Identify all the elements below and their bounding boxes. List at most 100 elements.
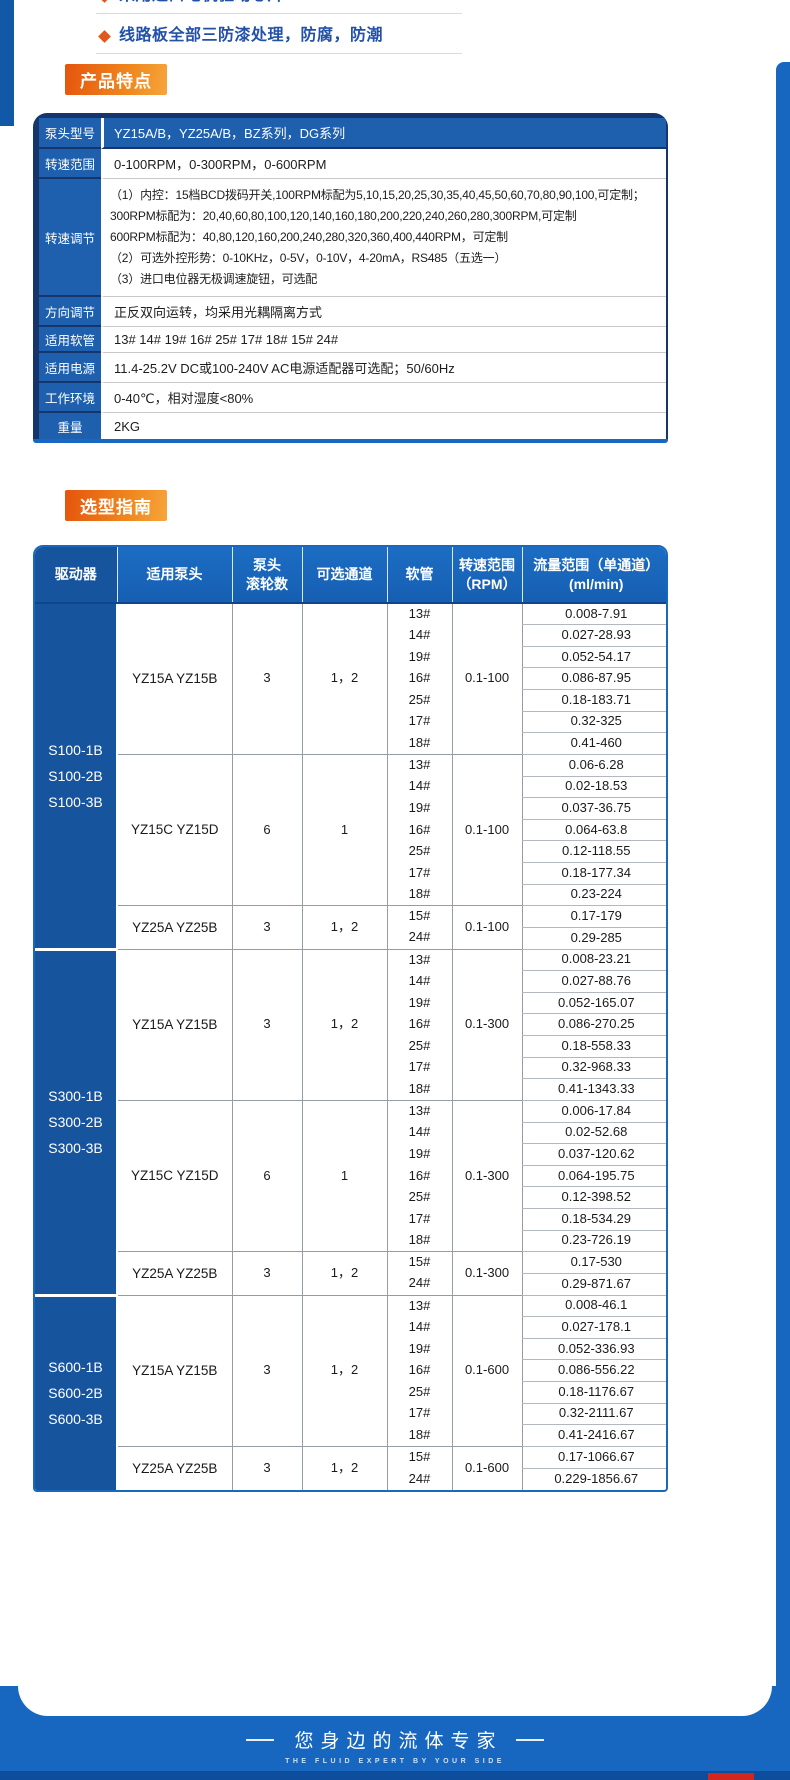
table-row: YZ15C YZ15D 6 1 13# 0.1-100 0.06-6.28 (35, 753, 666, 906)
speed-cell: 0.1-100 (451, 905, 522, 949)
flow-cell: 0.229-1856.67 (521, 1468, 666, 1490)
spec-row-label: 方向调节 (39, 297, 101, 327)
speed-cell: 0.1-300 (451, 1251, 522, 1295)
tube-cell: 19# (386, 797, 452, 820)
rollers-cell: 3 (231, 1251, 302, 1295)
selection-table-grid: 驱动器 适用泵头 泵头 滚轮数 可选通道 软管 转速范围 （RPM） 流量范围（单通道） (ml/… (35, 547, 666, 1490)
rollers-cell: 3 (231, 1445, 302, 1490)
spec-line: （3）进口电位器无极调速旋钮，可选配 (110, 272, 318, 286)
tube-cell: 16# (386, 667, 452, 690)
spec-row-value: 13# 14# 19# 16# 25# 17# 18# 15# 24# (101, 327, 666, 353)
channels-cell: 1，2 (301, 1251, 387, 1295)
channels-cell: 1，2 (301, 602, 387, 755)
spec-row-label: 适用电源 (39, 353, 101, 383)
slogan-dash-right (515, 1738, 544, 1741)
tube-cell: 18# (386, 1230, 452, 1252)
tube-cell: 13# (386, 1099, 452, 1122)
driver-cell: S100-1B S100-2B S100-3B (35, 603, 118, 949)
tube-cell: 18# (386, 732, 452, 755)
spec-line: 300RPM标配为：20,40,60,80,100,120,140,160,18… (110, 209, 577, 223)
tube-cell: 19# (386, 646, 452, 668)
table-row: 25# 0.18-183.71 (35, 689, 666, 712)
table-row: 17# 0.32-2111.67 (35, 1403, 666, 1426)
channels-cell: 1 (301, 753, 387, 906)
table-row: S300-1B S300-2B S300-3B YZ15A YZ15B 3 1，2 13# 0… (35, 947, 666, 1295)
driver-line: S600-3B (48, 1411, 103, 1428)
flow-cell: 0.06-6.28 (521, 753, 666, 777)
tube-cell: 13# (386, 1294, 452, 1317)
bullet-item: 采用进口电机驱动芯片 (96, 0, 462, 14)
channels-cell: 1，2 (301, 1294, 387, 1447)
spec-row: 转速范围 0-100RPM，0-300RPM，0-600RPM (39, 149, 666, 179)
driver-line: S100-2B (48, 767, 103, 784)
flow-cell: 0.052-54.17 (521, 646, 666, 669)
spec-row-label: 转速调节 (39, 179, 101, 297)
tube-cell: 16# (386, 1013, 452, 1036)
table-row: 25# 0.18-558.33 (35, 1035, 666, 1058)
channels-cell: 1 (301, 1099, 387, 1252)
speed-cell: 0.1-300 (451, 948, 522, 1101)
flow-cell: 0.18-1176.67 (521, 1381, 666, 1404)
section-badge-selection: 选型指南 (65, 490, 167, 521)
flow-cell: 0.12-118.55 (521, 840, 666, 863)
tube-cell: 17# (386, 1208, 452, 1231)
flow-cell: 0.064-195.75 (521, 1165, 666, 1188)
driver-line: S300-2B (48, 1114, 103, 1130)
flow-cell: 0.41-1343.33 (521, 1078, 666, 1101)
card-bottom-rounded (18, 1686, 772, 1716)
header-cell: 驱动器 (35, 547, 117, 604)
flow-cell: 0.32-968.33 (521, 1057, 666, 1080)
pump-cell: YZ25A YZ25B (116, 905, 232, 949)
driver-line: S300-3B (48, 1140, 103, 1156)
tube-cell: 16# (386, 1165, 452, 1187)
flow-cell: 0.17-1066.67 (521, 1445, 666, 1469)
table-row: 17# 0.32-325 (35, 711, 666, 734)
flow-cell: 0.18-183.71 (521, 689, 666, 712)
table-row: 19# 0.037-36.75 (35, 797, 666, 820)
tube-cell: 17# (386, 1403, 452, 1425)
tube-cell: 13# (386, 753, 452, 776)
driver-line: S600-2B (48, 1385, 103, 1402)
table-row: 16# 0.086-270.25 (35, 1013, 666, 1036)
tube-cell: 18# (386, 884, 452, 906)
selection-header-row: 驱动器 适用泵头 泵头 滚轮数 可选通道 软管 转速范围 （RPM） 流量范围（单通道） (ml/… (35, 547, 666, 604)
table-row: 16# 0.086-87.95 (35, 667, 666, 690)
flow-cell: 0.18-558.33 (521, 1035, 666, 1058)
tube-cell: 25# (386, 1186, 452, 1209)
table-row: 14# 0.02-18.53 (35, 776, 666, 799)
spec-line: 600RPM标配为：40,80,120,160,200,240,280,320,… (110, 230, 508, 244)
spec-row-value: 正反双向运转，均采用光耦隔离方式 (101, 297, 666, 327)
tube-cell: 25# (386, 840, 452, 863)
flow-cell: 0.18-177.34 (521, 862, 666, 885)
tube-cell: 13# (386, 602, 452, 625)
table-row: 17# 0.18-534.29 (35, 1208, 666, 1231)
spec-row: 转速调节 （1）内控：15档BCD拨码开关,100RPM标配为5,10,15,20… (39, 179, 666, 297)
spec-row: 适用软管 13# 14# 19# 16# 25# 17# 18# 15# 24# (39, 327, 666, 353)
table-row: 16# 0.086-556.22 (35, 1359, 666, 1382)
spec-row-label: 工作环境 (39, 383, 101, 413)
speed-cell: 0.1-300 (451, 1099, 522, 1252)
slogan-dash-left (246, 1738, 275, 1741)
flow-cell: 0.006-17.84 (521, 1099, 666, 1123)
flow-cell: 0.32-2111.67 (521, 1403, 666, 1426)
flow-cell: 0.02-52.68 (521, 1122, 666, 1145)
rollers-cell: 6 (231, 753, 302, 906)
tube-cell: 15# (386, 1445, 452, 1468)
spec-table-body: 泵头型号 YZ15A/B，YZ25A/B，BZ系列，DG系列 转速范围 0-100RP… (39, 118, 666, 439)
tube-cell: 17# (386, 862, 452, 885)
tube-cell: 25# (386, 689, 452, 712)
bullet-list: 采用进口电机驱动芯片线路板全部三防漆处理，防腐，防潮 (96, 0, 462, 66)
table-row: 14# 0.027-88.76 (35, 970, 666, 993)
driver-cell: S600-1B S600-2B S600-3B (35, 1293, 118, 1490)
driver-line: S600-1B (48, 1359, 103, 1376)
rollers-cell: 3 (231, 1294, 302, 1447)
tube-cell: 15# (386, 1251, 452, 1274)
tube-cell: 18# (386, 1078, 452, 1101)
table-row: 18# 0.41-2416.67 (35, 1424, 666, 1447)
driver-line: S100-1B (48, 741, 103, 758)
header-cell: 可选通道 (301, 547, 387, 604)
flow-cell: 0.17-530 (521, 1251, 666, 1274)
flow-cell: 0.29-285 (521, 927, 666, 950)
spec-row-value: 0-100RPM，0-300RPM，0-600RPM (101, 149, 666, 179)
spec-table: 泵头型号 YZ15A/B，YZ25A/B，BZ系列，DG系列 转速范围 0-100RP… (33, 113, 668, 443)
